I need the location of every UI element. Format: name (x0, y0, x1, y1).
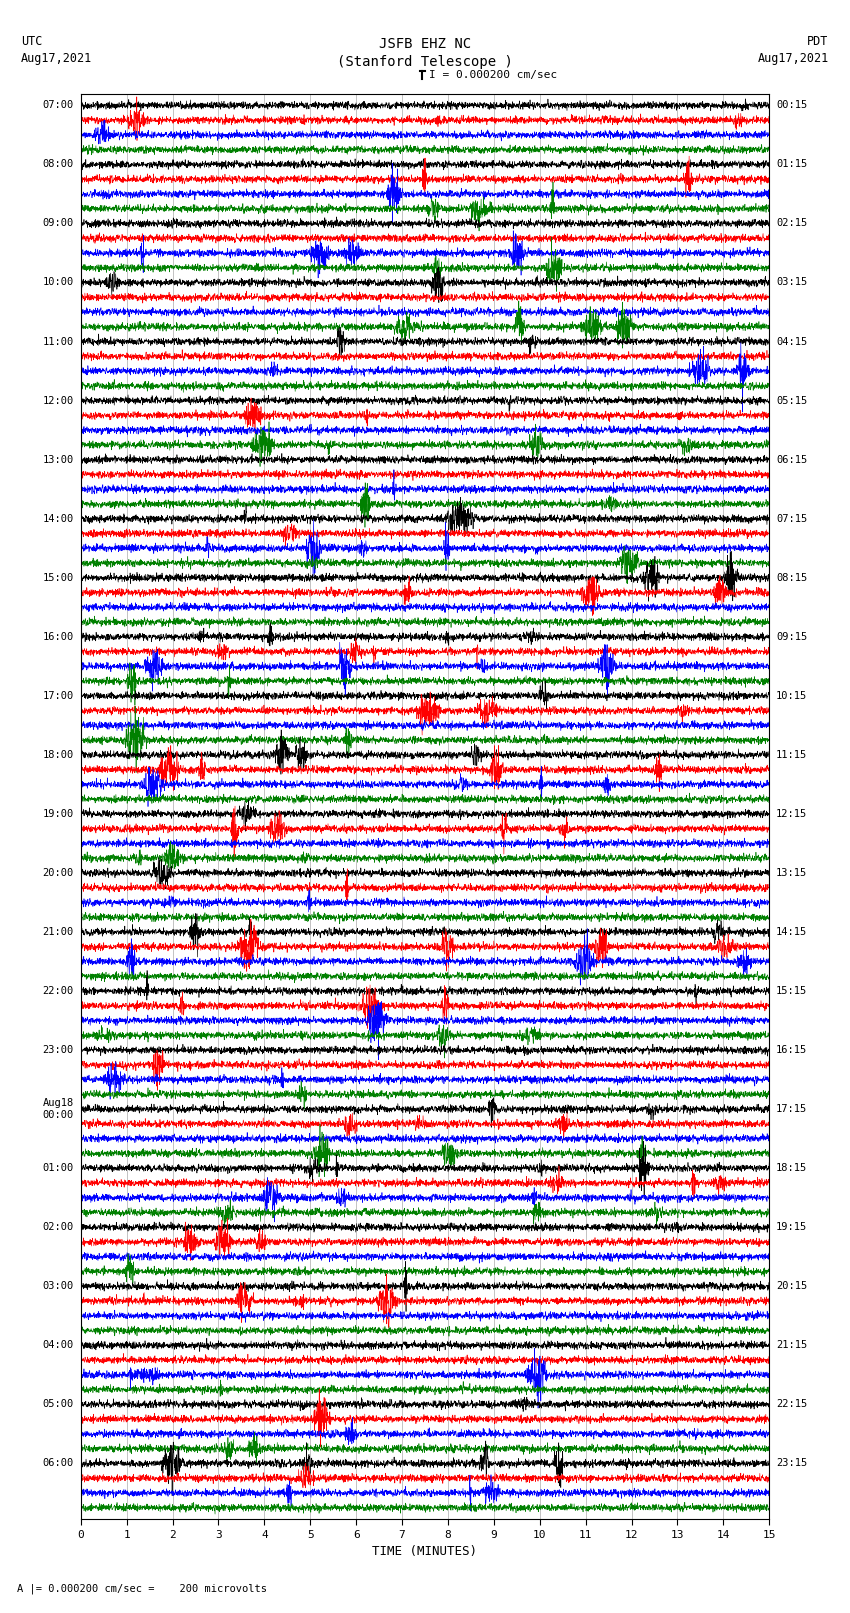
Text: JSFB EHZ NC: JSFB EHZ NC (379, 37, 471, 52)
Text: 02:15: 02:15 (776, 218, 808, 229)
Text: 17:00: 17:00 (42, 690, 74, 700)
Text: 12:15: 12:15 (776, 808, 808, 819)
Text: 20:15: 20:15 (776, 1281, 808, 1292)
Text: Aug17,2021: Aug17,2021 (21, 52, 93, 65)
Text: 15:15: 15:15 (776, 986, 808, 995)
Text: 18:15: 18:15 (776, 1163, 808, 1173)
Text: 01:00: 01:00 (42, 1163, 74, 1173)
Text: 06:00: 06:00 (42, 1458, 74, 1468)
Text: 16:15: 16:15 (776, 1045, 808, 1055)
Text: 15:00: 15:00 (42, 573, 74, 582)
Text: 21:00: 21:00 (42, 927, 74, 937)
Text: 05:00: 05:00 (42, 1400, 74, 1410)
Text: 11:00: 11:00 (42, 337, 74, 347)
Text: 02:00: 02:00 (42, 1223, 74, 1232)
Text: Aug18
00:00: Aug18 00:00 (42, 1098, 74, 1119)
Text: 04:00: 04:00 (42, 1340, 74, 1350)
Text: 10:15: 10:15 (776, 690, 808, 700)
Text: 14:15: 14:15 (776, 927, 808, 937)
Text: 17:15: 17:15 (776, 1103, 808, 1115)
Text: 05:15: 05:15 (776, 395, 808, 405)
Text: 09:00: 09:00 (42, 218, 74, 229)
Text: Aug17,2021: Aug17,2021 (757, 52, 829, 65)
Text: 03:15: 03:15 (776, 277, 808, 287)
Text: PDT: PDT (808, 35, 829, 48)
Text: 08:15: 08:15 (776, 573, 808, 582)
Text: 13:15: 13:15 (776, 868, 808, 877)
X-axis label: TIME (MINUTES): TIME (MINUTES) (372, 1545, 478, 1558)
Text: 19:00: 19:00 (42, 808, 74, 819)
Text: 22:00: 22:00 (42, 986, 74, 995)
Text: 19:15: 19:15 (776, 1223, 808, 1232)
Text: 01:15: 01:15 (776, 160, 808, 169)
Text: 16:00: 16:00 (42, 632, 74, 642)
Text: 12:00: 12:00 (42, 395, 74, 405)
Text: 22:15: 22:15 (776, 1400, 808, 1410)
Text: 06:15: 06:15 (776, 455, 808, 465)
Text: I = 0.000200 cm/sec: I = 0.000200 cm/sec (429, 69, 558, 81)
Text: 00:15: 00:15 (776, 100, 808, 110)
Text: 09:15: 09:15 (776, 632, 808, 642)
Text: 10:00: 10:00 (42, 277, 74, 287)
Text: 07:00: 07:00 (42, 100, 74, 110)
Text: 23:15: 23:15 (776, 1458, 808, 1468)
Text: 11:15: 11:15 (776, 750, 808, 760)
Text: 20:00: 20:00 (42, 868, 74, 877)
Text: 08:00: 08:00 (42, 160, 74, 169)
Text: 23:00: 23:00 (42, 1045, 74, 1055)
Text: 04:15: 04:15 (776, 337, 808, 347)
Text: (Stanford Telescope ): (Stanford Telescope ) (337, 55, 513, 69)
Text: UTC: UTC (21, 35, 42, 48)
Text: 13:00: 13:00 (42, 455, 74, 465)
Text: 03:00: 03:00 (42, 1281, 74, 1292)
Text: A |= 0.000200 cm/sec =    200 microvolts: A |= 0.000200 cm/sec = 200 microvolts (17, 1582, 267, 1594)
Text: 21:15: 21:15 (776, 1340, 808, 1350)
Text: 14:00: 14:00 (42, 513, 74, 524)
Text: 18:00: 18:00 (42, 750, 74, 760)
Text: 07:15: 07:15 (776, 513, 808, 524)
